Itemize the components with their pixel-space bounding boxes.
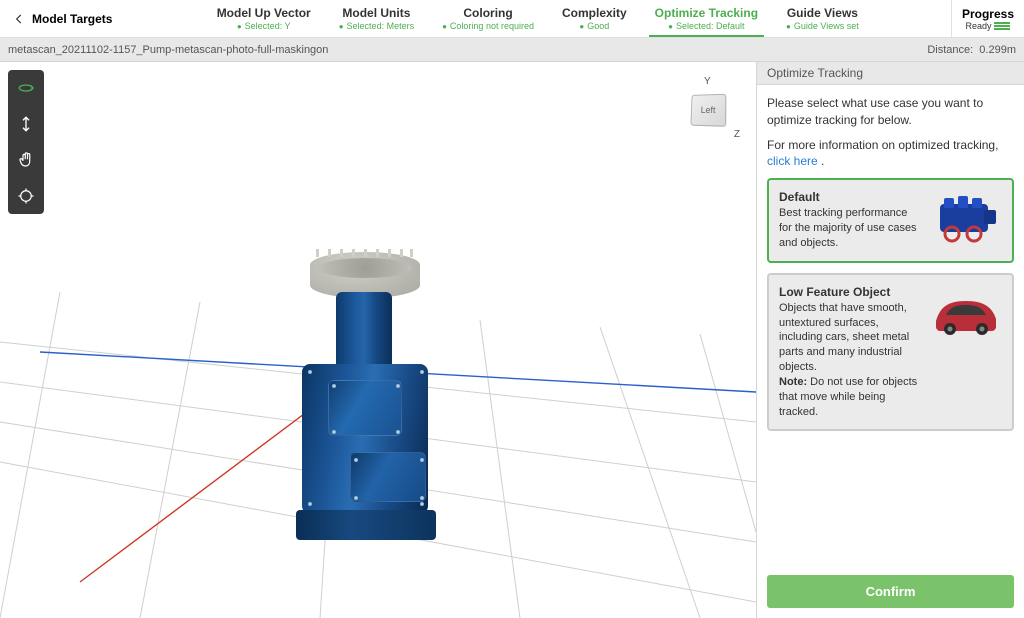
- tab-status: Selected: Default: [668, 21, 744, 31]
- pan-hand-tool-button[interactable]: [8, 142, 44, 178]
- option-title: Low Feature Object: [779, 285, 922, 299]
- panel-intro: Please select what use case you want to …: [767, 95, 1014, 129]
- tabs: Model Up Vector Selected: Y Model Units …: [124, 0, 951, 37]
- tab-status: Coloring not required: [442, 21, 534, 31]
- option-low-feature[interactable]: Low Feature Object Objects that have smo…: [767, 273, 1014, 432]
- info-bar: metascan_20211102-1157_Pump-metascan-pho…: [0, 38, 1024, 62]
- top-bar: Model Targets Model Up Vector Selected: …: [0, 0, 1024, 38]
- tab-model-up-vector[interactable]: Model Up Vector Selected: Y: [203, 0, 325, 37]
- tab-coloring[interactable]: Coloring Coloring not required: [428, 0, 548, 37]
- model-preview: [280, 252, 450, 552]
- tab-guide-views[interactable]: Guide Views Guide Views set: [772, 0, 873, 37]
- car-icon: [930, 285, 1002, 341]
- confirm-bar: Confirm: [757, 565, 1024, 618]
- axis-y-label: Y: [704, 76, 711, 87]
- main-area: Y Z Left: [0, 62, 1024, 618]
- progress-status: Ready: [965, 21, 1010, 31]
- more-info-link[interactable]: click here: [767, 154, 818, 168]
- tab-optimize-tracking[interactable]: Optimize Tracking Selected: Default: [641, 0, 772, 37]
- panel-body: Please select what use case you want to …: [757, 85, 1024, 565]
- tab-status: Good: [579, 21, 609, 31]
- tab-title: Complexity: [562, 6, 627, 20]
- progress-bars-icon: [994, 22, 1010, 30]
- panel-more-info: For more information on optimized tracki…: [767, 137, 1014, 171]
- engine-icon: [930, 190, 1002, 246]
- tab-status: Selected: Y: [237, 21, 291, 31]
- crosshair-icon: [17, 187, 35, 205]
- progress-label: Progress: [962, 7, 1014, 21]
- tab-title: Model Up Vector: [217, 6, 311, 20]
- filename-label: metascan_20211102-1157_Pump-metascan-pho…: [8, 44, 927, 56]
- tab-status: Guide Views set: [786, 21, 859, 31]
- option-default[interactable]: Default Best tracking performance for th…: [767, 178, 1014, 263]
- option-title: Default: [779, 190, 922, 204]
- hand-icon: [17, 151, 35, 169]
- tab-model-units[interactable]: Model Units Selected: Meters: [325, 0, 428, 37]
- viewport-toolbar: [8, 70, 44, 214]
- option-desc: Best tracking performance for the majori…: [779, 206, 922, 251]
- pan-vertical-tool-button[interactable]: [8, 106, 44, 142]
- side-panel: Optimize Tracking Please select what use…: [756, 62, 1024, 618]
- option-default-thumb: [930, 190, 1002, 246]
- center-tool-button[interactable]: [8, 178, 44, 214]
- back-label: Model Targets: [32, 12, 112, 26]
- viewcube-face[interactable]: Left: [690, 94, 726, 127]
- tab-title: Optimize Tracking: [655, 6, 758, 20]
- distance-readout: Distance: 0.299m: [927, 44, 1016, 56]
- option-low-feature-thumb: [930, 285, 1002, 341]
- pan-vertical-icon: [17, 115, 35, 133]
- progress-indicator[interactable]: Progress Ready: [951, 0, 1024, 37]
- tab-title: Model Units: [342, 6, 410, 20]
- back-arrow-icon: [12, 12, 26, 26]
- tab-complexity[interactable]: Complexity Good: [548, 0, 641, 37]
- tab-status: Selected: Meters: [339, 21, 414, 31]
- option-desc: Objects that have smooth, untextured sur…: [779, 301, 922, 420]
- tab-title: Guide Views: [787, 6, 858, 20]
- viewport-3d[interactable]: Y Z Left: [0, 62, 756, 618]
- confirm-button[interactable]: Confirm: [767, 575, 1014, 608]
- viewcube[interactable]: Y Z Left: [676, 78, 740, 142]
- panel-header: Optimize Tracking: [757, 62, 1024, 85]
- orbit-icon: [17, 79, 35, 97]
- orbit-tool-button[interactable]: [8, 70, 44, 106]
- axis-z-label: Z: [734, 129, 740, 140]
- tab-title: Coloring: [463, 6, 512, 20]
- back-button[interactable]: Model Targets: [0, 12, 124, 26]
